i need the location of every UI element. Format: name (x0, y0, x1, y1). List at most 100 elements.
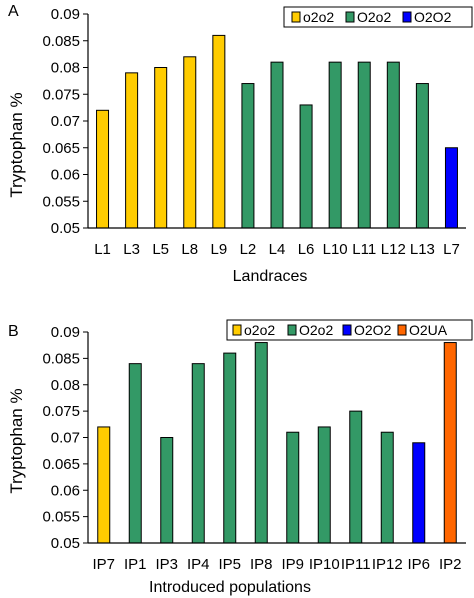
bar (380, 431, 394, 544)
legend-label: O2O2 (354, 322, 392, 338)
bar (97, 426, 111, 544)
bar (212, 34, 226, 229)
x-tick-label: IP7 (92, 556, 115, 573)
panel-a-x-axis-label: Landraces (233, 268, 308, 285)
panel-a-axes (87, 14, 466, 229)
panel-b-x-axis-label: Introduced populations (149, 579, 311, 596)
y-tick-label: 0.07 (51, 430, 80, 447)
x-tick-label: IP1 (124, 556, 147, 573)
legend-swatch (397, 324, 407, 336)
panel-a-y-axis-label: Tryptophan % (7, 92, 26, 197)
x-tick-label: IP4 (187, 556, 210, 573)
bar (223, 352, 237, 544)
y-tick-label: 0.06 (51, 482, 80, 499)
panel-a-x-ticks: L1 L3 L5 L8 L9 L2 L4 L6 L10 L11 L12 L13 L7 (94, 241, 460, 258)
y-tick-label: 0.085 (42, 33, 80, 50)
y-tick-label: 0.05 (51, 535, 80, 552)
y-tick-label: 0.055 (42, 509, 80, 526)
bar (286, 431, 300, 544)
bar (317, 426, 331, 544)
panel-a-legend: o2o2 O2o2 O2O2 (283, 6, 473, 28)
y-tick-label: 0.09 (51, 6, 80, 23)
y-tick-label: 0.07 (51, 113, 80, 130)
panel-b-letter: B (8, 323, 19, 340)
x-tick-label: L13 (410, 241, 435, 258)
x-tick-label: L4 (269, 241, 286, 258)
x-tick-label: IP3 (155, 556, 178, 573)
legend-label: O2O2 (414, 9, 452, 25)
legend-label: o2o2 (303, 9, 334, 25)
panel-b-legend: o2o2 O2o2 O2O2 O2UA (226, 319, 473, 341)
panel-a-y-ticks: 0.05 0.055 0.06 0.065 0.07 0.075 0.08 0.085 0.09 (42, 6, 88, 237)
x-tick-label: IP11 (341, 556, 371, 573)
y-tick-label: 0.08 (51, 377, 80, 394)
x-tick-label: IP6 (407, 556, 430, 573)
x-tick-label: IP2 (439, 556, 462, 573)
panel-b-bars (97, 342, 457, 544)
bar (357, 61, 371, 229)
y-tick-label: 0.065 (42, 456, 80, 473)
bar (125, 72, 139, 229)
x-tick-label: L11 (352, 241, 376, 258)
bar (241, 83, 255, 229)
panel-b: B Tryptophan % Introduced populations 0.… (7, 319, 473, 596)
y-tick-label: 0.065 (42, 140, 80, 157)
bar (299, 104, 313, 229)
panel-a-letter: A (8, 3, 19, 20)
bar (154, 67, 168, 229)
y-tick-label: 0.09 (51, 324, 80, 341)
bar (349, 410, 363, 544)
x-tick-label: IP12 (372, 556, 403, 573)
bar (183, 56, 197, 229)
panel-b-y-axis-label: Tryptophan % (7, 388, 26, 493)
panel-a-bars (96, 34, 458, 229)
x-tick-label: L3 (123, 241, 140, 258)
legend-swatch (402, 11, 412, 23)
x-tick-label: IP8 (250, 556, 273, 573)
y-tick-label: 0.085 (42, 350, 80, 367)
x-tick-label: L12 (381, 241, 406, 258)
panel-b-y-ticks: 0.05 0.055 0.06 0.065 0.07 0.075 0.08 0.085 0.09 (42, 324, 88, 552)
bar (96, 109, 110, 229)
legend-label: O2o2 (357, 9, 391, 25)
legend-box (283, 6, 473, 28)
legend-swatch (345, 11, 355, 23)
y-tick-label: 0.08 (51, 60, 80, 77)
x-tick-label: L7 (443, 241, 460, 258)
x-tick-label: L2 (240, 241, 257, 258)
y-tick-label: 0.075 (42, 403, 80, 420)
legend-label: O2UA (409, 322, 448, 338)
x-tick-label: IP5 (218, 556, 241, 573)
bar (191, 363, 205, 544)
legend-label: o2o2 (244, 322, 275, 338)
x-tick-label: IP9 (281, 556, 304, 573)
panel-a: A Tryptophan % Landraces 0.050.0550.060.… (7, 3, 473, 285)
bar (386, 61, 400, 229)
bar (443, 342, 457, 544)
legend-swatch (291, 11, 301, 23)
bar (270, 61, 284, 229)
legend-label: O2o2 (299, 322, 333, 338)
x-tick-label: L5 (152, 241, 169, 258)
y-tick-label: 0.075 (42, 86, 80, 103)
bar (412, 442, 426, 544)
legend-swatch (232, 324, 242, 336)
bar (254, 342, 268, 544)
bar (444, 147, 458, 229)
x-tick-label: L10 (323, 241, 348, 258)
y-tick-label: 0.06 (51, 167, 80, 184)
bar (328, 61, 342, 229)
y-tick-label: 0.055 (42, 193, 80, 210)
legend-swatch (287, 324, 297, 336)
y-tick-label: 0.05 (51, 220, 80, 237)
x-tick-label: L6 (298, 241, 315, 258)
panel-b-axes (87, 332, 466, 544)
bar (128, 363, 142, 544)
bar (415, 83, 429, 229)
x-tick-label: IP10 (309, 556, 340, 573)
bar (160, 437, 174, 544)
x-tick-label: L1 (94, 241, 111, 258)
panel-b-x-ticks: IP7 IP1 IP3 IP4 IP5 IP8 IP9 IP10 IP11 IP12 IP6 IP2 (92, 556, 461, 573)
x-tick-label: L8 (181, 241, 198, 258)
